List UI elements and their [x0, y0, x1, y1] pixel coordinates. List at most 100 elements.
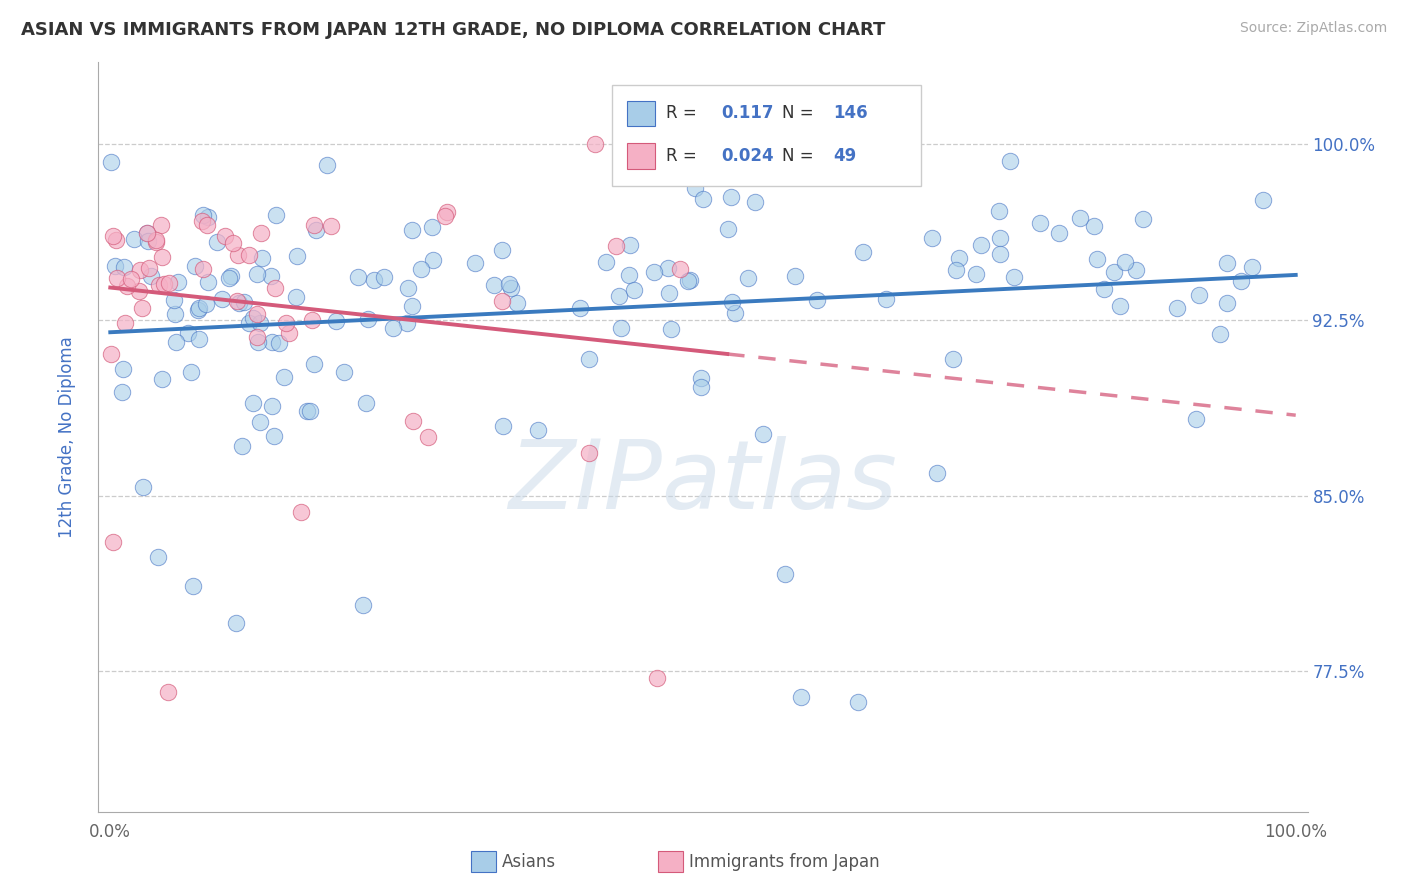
Point [226, 294, 249, 309]
Point [222, 235, 245, 250]
Point [852, 244, 875, 259]
Point [184, 260, 207, 274]
Point [197, 275, 219, 289]
Point [716, 222, 738, 236]
Point [166, 335, 188, 350]
Point [246, 329, 269, 343]
Text: Immigrants from Japan: Immigrants from Japan [689, 853, 880, 871]
Point [150, 371, 173, 385]
Point [316, 158, 339, 172]
Y-axis label: 12th Grade, No Diploma: 12th Grade, No Diploma [58, 336, 76, 538]
Point [737, 270, 759, 285]
Point [101, 535, 124, 549]
Point [775, 566, 797, 581]
Point [132, 480, 155, 494]
Point [112, 260, 135, 274]
Point [373, 269, 395, 284]
Point [135, 226, 157, 240]
Point [1253, 194, 1275, 208]
Point [103, 228, 125, 243]
Point [927, 466, 949, 480]
Point [1104, 265, 1126, 279]
Point [578, 446, 600, 460]
Text: ZIPatlas: ZIPatlas [509, 435, 897, 529]
Point [226, 248, 249, 262]
Point [186, 302, 208, 317]
Point [112, 362, 135, 376]
Point [246, 334, 269, 349]
Point [264, 208, 287, 222]
Point [157, 276, 180, 290]
Point [231, 439, 253, 453]
Text: N =: N = [782, 104, 818, 122]
Point [249, 316, 271, 330]
Point [965, 267, 987, 281]
Point [238, 248, 260, 262]
Point [246, 307, 269, 321]
Point [100, 154, 122, 169]
Point [690, 380, 713, 394]
Point [411, 262, 433, 277]
Point [396, 281, 419, 295]
Text: 146: 146 [834, 104, 869, 122]
Point [211, 292, 233, 306]
Text: N =: N = [782, 147, 818, 165]
Point [1083, 219, 1105, 233]
Point [145, 233, 167, 247]
Point [120, 272, 142, 286]
Point [277, 326, 299, 340]
Point [302, 218, 325, 232]
Point [645, 671, 668, 685]
Point [436, 205, 458, 219]
Point [250, 251, 273, 265]
Point [491, 293, 513, 308]
Point [683, 181, 706, 195]
Point [609, 321, 631, 335]
Point [238, 316, 260, 330]
Point [225, 616, 247, 631]
Point [1114, 255, 1136, 269]
Point [578, 351, 600, 366]
Point [249, 415, 271, 429]
Text: R =: R = [665, 104, 702, 122]
Point [1187, 288, 1209, 302]
Point [945, 263, 967, 277]
Point [249, 226, 271, 240]
Point [1132, 212, 1154, 227]
Bar [627, 144, 655, 169]
Point [131, 301, 153, 316]
Point [1216, 296, 1239, 310]
Point [422, 253, 444, 268]
Point [617, 268, 640, 282]
Point [302, 357, 325, 371]
Point [492, 419, 515, 434]
Point [583, 137, 606, 152]
Point [948, 251, 970, 265]
Point [354, 395, 377, 409]
Point [115, 278, 138, 293]
Point [104, 233, 127, 247]
Point [273, 370, 295, 384]
Point [305, 223, 328, 237]
Text: Asians: Asians [502, 853, 555, 871]
Point [1000, 153, 1022, 168]
Point [100, 347, 122, 361]
Point [724, 306, 747, 320]
Point [165, 307, 187, 321]
Point [347, 270, 370, 285]
Point [122, 232, 145, 246]
Point [484, 278, 506, 293]
Point [183, 578, 205, 592]
Point [464, 256, 486, 270]
Point [163, 293, 186, 307]
Point [357, 311, 380, 326]
Point [498, 277, 520, 291]
Point [285, 249, 308, 263]
Point [242, 396, 264, 410]
Point [191, 261, 214, 276]
Point [395, 316, 418, 330]
Text: 0.024: 0.024 [721, 147, 773, 165]
Point [114, 316, 136, 330]
Point [188, 332, 211, 346]
Point [381, 320, 404, 334]
